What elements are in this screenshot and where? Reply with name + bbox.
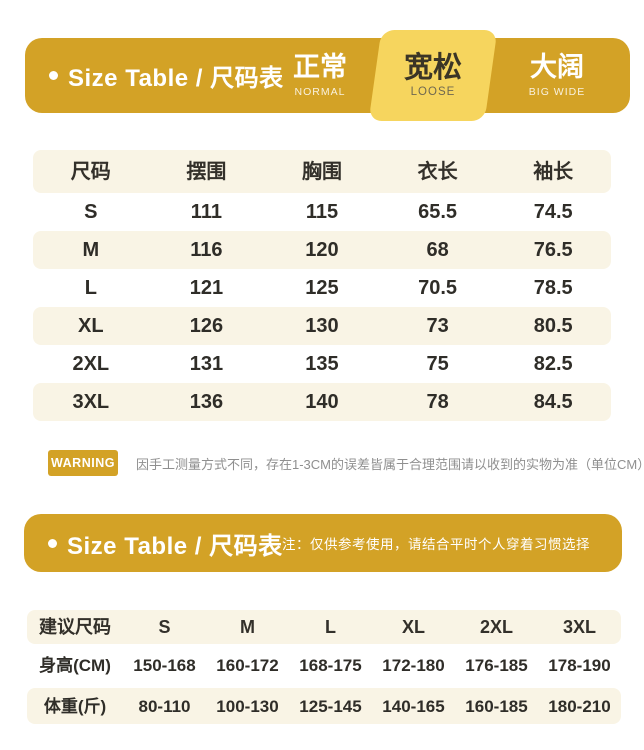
recommend-header-row: 建议尺码 S M L XL 2XL 3XL bbox=[27, 610, 621, 644]
warning-badge: WARNING bbox=[48, 450, 118, 476]
cell-hem: 126 bbox=[189, 315, 224, 337]
table-row-m: M 116 120 68 76.5 bbox=[33, 231, 611, 269]
cell-length: 68 bbox=[426, 239, 449, 261]
bullet-icon bbox=[49, 71, 58, 80]
col-header-2xl: 2XL bbox=[479, 617, 513, 637]
cell-sleeve: 80.5 bbox=[533, 315, 573, 337]
measurement-warning: WARNING 因手工测量方式不同，存在1-3CM的误差皆属于合理范围请以收到的… bbox=[48, 450, 644, 476]
warning-text: 因手工测量方式不同，存在1-3CM的误差皆属于合理范围请以收到的实物为准（单位C… bbox=[136, 456, 644, 472]
cell-hem: 121 bbox=[189, 277, 224, 299]
col-header-length: 衣长 bbox=[417, 160, 458, 183]
size-table-title: Size Table / 尺码表 bbox=[49, 38, 284, 113]
fit-normal-label-en: NORMAL bbox=[294, 85, 346, 98]
cell-length: 78 bbox=[426, 391, 449, 413]
cell-chest: 140 bbox=[305, 391, 339, 413]
cell-size: L bbox=[84, 277, 97, 299]
cell-hem: 116 bbox=[190, 239, 223, 261]
weight-2xl: 160-185 bbox=[465, 696, 528, 716]
cell-hem: 136 bbox=[189, 391, 224, 413]
cell-size: S bbox=[84, 201, 98, 223]
col-header-size: 尺码 bbox=[70, 160, 111, 183]
cell-hem: 111 bbox=[190, 201, 222, 223]
col-header-chest: 胸围 bbox=[301, 160, 342, 183]
size-table-header-row: 尺码 摆围 胸围 衣长 袖长 bbox=[33, 150, 611, 193]
col-header-3xl: 3XL bbox=[562, 617, 596, 637]
col-header-hem: 摆围 bbox=[186, 160, 227, 183]
cell-sleeve: 82.5 bbox=[533, 353, 573, 375]
height-3xl: 178-190 bbox=[548, 655, 611, 675]
table-row-3xl: 3XL 136 140 78 84.5 bbox=[33, 383, 611, 421]
cell-sleeve: 76.5 bbox=[533, 239, 573, 261]
cell-size: 3XL bbox=[72, 391, 110, 413]
fit-normal-label-zh: 正常 bbox=[293, 52, 347, 83]
weight-m: 100-130 bbox=[216, 696, 279, 716]
height-2xl: 176-185 bbox=[465, 655, 528, 675]
reference-note: 注：仅供参考使用，请结合平时个人穿着习惯选择 bbox=[282, 537, 590, 552]
weight-row-label: 体重(斤) bbox=[43, 696, 107, 716]
fit-tab-loose-active[interactable]: 宽松 LOOSE bbox=[368, 30, 498, 121]
bullet-icon bbox=[48, 538, 57, 548]
recommend-table-title-text: Size Table / 尺码表 bbox=[67, 532, 283, 560]
fit-bigwide-label-en: BIG WIDE bbox=[528, 85, 586, 98]
cell-length: 73 bbox=[426, 315, 449, 337]
weight-s: 80-110 bbox=[138, 696, 191, 716]
weight-l: 125-145 bbox=[299, 696, 362, 716]
size-table-header-bar: Size Table / 尺码表 正常 NORMAL 宽松 LOOSE 大阔 B… bbox=[25, 30, 630, 121]
cell-sleeve: 84.5 bbox=[533, 391, 573, 413]
cell-length: 65.5 bbox=[418, 201, 458, 223]
height-xl: 172-180 bbox=[382, 655, 445, 675]
cell-chest: 120 bbox=[305, 239, 339, 261]
col-header-sleeve: 袖长 bbox=[533, 160, 574, 183]
weight-xl: 140-165 bbox=[382, 696, 445, 716]
recommend-table-header-bar: Size Table / 尺码表 注：仅供参考使用，请结合平时个人穿着习惯选择 bbox=[24, 514, 622, 572]
cell-sleeve: 74.5 bbox=[533, 201, 573, 223]
col-header-xl: XL bbox=[401, 617, 425, 637]
height-row: 身高(CM) 150-168 160-172 168-175 172-180 1… bbox=[27, 646, 621, 684]
recommend-table-title: Size Table / 尺码表 bbox=[48, 514, 283, 572]
weight-3xl: 180-210 bbox=[548, 696, 611, 716]
col-header-m: M bbox=[240, 617, 255, 637]
fit-loose-badge-content: 宽松 LOOSE bbox=[403, 51, 462, 99]
size-measurements-table: 尺码 摆围 胸围 衣长 袖长 S 111 115 65.5 74.5 M 116… bbox=[33, 150, 611, 421]
col-header-recommend-size: 建议尺码 bbox=[39, 617, 111, 637]
cell-length: 70.5 bbox=[418, 277, 458, 299]
height-l: 168-175 bbox=[299, 655, 362, 675]
size-table-title-text: Size Table / 尺码表 bbox=[68, 65, 284, 92]
height-m: 160-172 bbox=[216, 655, 279, 675]
cell-hem: 131 bbox=[189, 353, 224, 375]
fit-tab-normal[interactable]: 正常 NORMAL bbox=[265, 38, 375, 113]
col-header-s: S bbox=[158, 617, 171, 637]
cell-size: XL bbox=[78, 315, 104, 337]
fit-loose-label-en: LOOSE bbox=[410, 86, 456, 99]
fit-loose-label-zh: 宽松 bbox=[403, 51, 462, 84]
cell-chest: 130 bbox=[305, 315, 339, 337]
cell-length: 75 bbox=[426, 353, 449, 375]
cell-size: M bbox=[82, 239, 100, 261]
table-row-s: S 111 115 65.5 74.5 bbox=[33, 193, 611, 231]
cell-sleeve: 78.5 bbox=[533, 277, 573, 299]
cell-chest: 125 bbox=[305, 277, 339, 299]
fit-bigwide-label-zh: 大阔 bbox=[530, 52, 584, 83]
fit-tab-bigwide[interactable]: 大阔 BIG WIDE bbox=[497, 38, 617, 113]
table-row-2xl: 2XL 131 135 75 82.5 bbox=[33, 345, 611, 383]
table-row-xl: XL 126 130 73 80.5 bbox=[33, 307, 611, 345]
size-recommendation-table: 建议尺码 S M L XL 2XL 3XL 身高(CM) 150-168 160… bbox=[27, 610, 621, 724]
weight-row: 体重(斤) 80-110 100-130 125-145 140-165 160… bbox=[27, 688, 621, 724]
height-row-label: 身高(CM) bbox=[39, 655, 111, 675]
cell-chest: 135 bbox=[305, 353, 339, 375]
cell-size: 2XL bbox=[72, 353, 110, 375]
table-row-l: L 121 125 70.5 78.5 bbox=[33, 269, 611, 307]
col-header-l: L bbox=[325, 617, 336, 637]
height-s: 150-168 bbox=[133, 655, 196, 675]
cell-chest: 115 bbox=[305, 201, 339, 223]
